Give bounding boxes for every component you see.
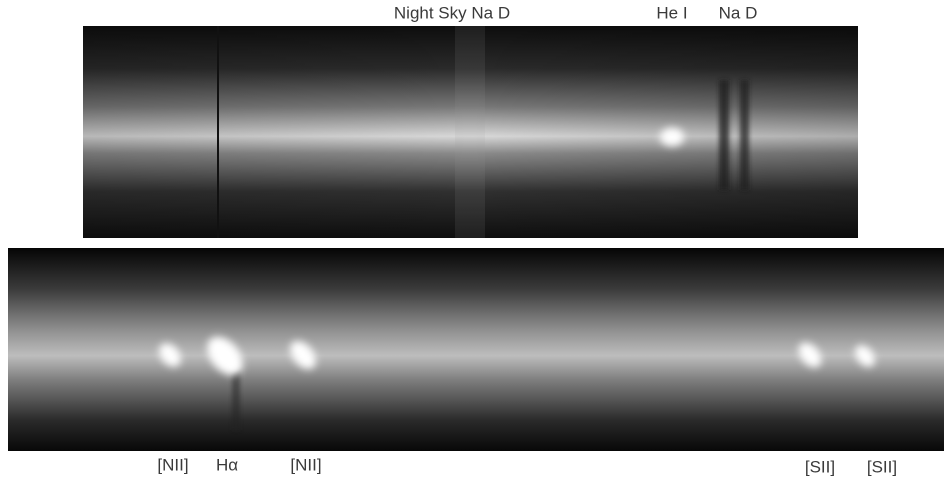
top-spectrum <box>83 26 858 238</box>
line-label: Hα <box>216 455 238 474</box>
line-label: [NII] <box>157 455 188 474</box>
line-label: [SII] <box>805 457 835 476</box>
line-label: [SII] <box>867 457 897 476</box>
bottom-spectrum <box>8 248 944 451</box>
line-label: Night Sky Na D <box>394 3 510 22</box>
line-label: He I <box>656 3 687 22</box>
line-label: [NII] <box>290 455 321 474</box>
line-label: Na D <box>719 3 758 22</box>
